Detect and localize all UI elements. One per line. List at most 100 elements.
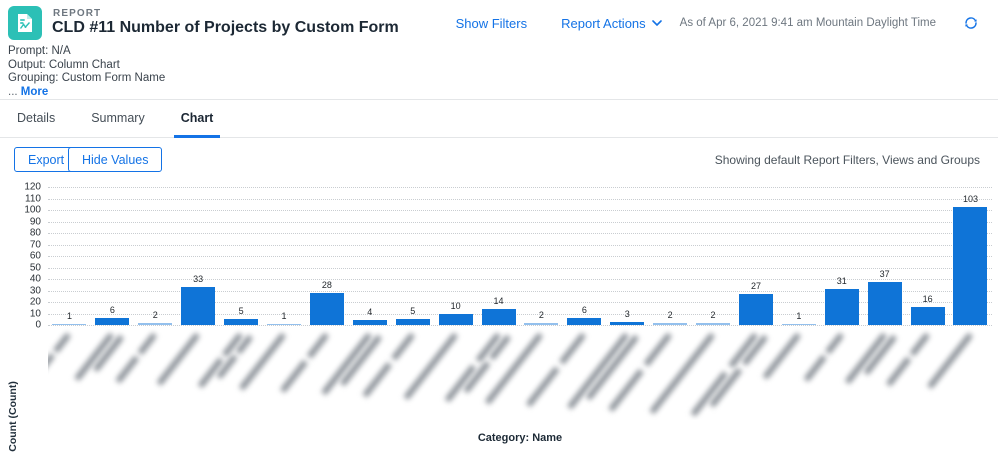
blurred-category-label [156, 332, 201, 387]
bar-slot: 28 [305, 187, 348, 325]
y-tick-label: 80 [29, 227, 41, 239]
bar-slot: 31 [820, 187, 863, 325]
bar-value-label: 28 [321, 279, 332, 290]
bar-slot: 1 [263, 187, 306, 325]
bar-value-label: 1 [66, 310, 72, 321]
bar[interactable] [52, 323, 87, 325]
y-tick-label: 70 [29, 239, 41, 250]
export-button[interactable]: Export [14, 147, 79, 172]
document-chart-icon [18, 14, 32, 32]
blurred-category-label [585, 334, 640, 401]
bar-slot: 16 [906, 187, 949, 325]
bar-value-label: 4 [367, 307, 373, 318]
gridline [48, 290, 992, 292]
gridline [48, 187, 992, 188]
gridline [48, 221, 992, 223]
bar[interactable] [481, 308, 516, 325]
header-actions: Show Filters Report Actions As of Apr 6,… [456, 12, 980, 34]
y-tick-label: 120 [24, 181, 41, 193]
bar-value-label: 37 [879, 269, 890, 280]
bar[interactable] [910, 306, 945, 325]
bar-slot: 33 [177, 187, 220, 325]
bar[interactable] [224, 319, 259, 325]
bar[interactable] [438, 313, 473, 325]
bar-value-label: 103 [962, 193, 978, 204]
bar-slot: 3 [606, 187, 649, 325]
blurred-category-label [708, 334, 769, 408]
meta-grouping: Grouping: Custom Form Name [8, 72, 166, 84]
bar[interactable] [138, 322, 173, 325]
blurred-category-label [48, 332, 72, 380]
y-tick-label: 0 [35, 319, 41, 331]
x-axis-labels-blurred [48, 327, 992, 420]
column-chart: Record Count (Count) 0 10 20 30 40 50 60 70 80 90… [0, 180, 998, 453]
gridline [48, 279, 992, 280]
bar[interactable] [953, 206, 988, 325]
bar[interactable] [567, 318, 602, 325]
report-type-icon [8, 6, 42, 40]
bar-slot: 2 [520, 187, 563, 325]
y-tick-label: 90 [29, 216, 41, 227]
blurred-category-label [762, 332, 802, 380]
tab-details[interactable]: Details [17, 110, 56, 125]
bar-slot: 2 [649, 187, 692, 325]
bar-slot: 5 [220, 187, 263, 325]
filters-status-text: Showing default Report Filters, Views an… [714, 153, 980, 167]
plot-area: 1 6 2 33 5 1 28 4 5 10 14 2 6 3 2 2 27 1 31 37 16 103 [48, 187, 992, 326]
bar-slot: 6 [91, 187, 134, 325]
bar-value-label: 2 [538, 309, 544, 320]
refresh-icon[interactable] [962, 14, 980, 32]
y-tick-label: 50 [29, 262, 41, 273]
bar-slot: 10 [434, 187, 477, 325]
bar-value-label: 5 [238, 306, 244, 317]
tab-summary[interactable]: Summary [91, 110, 145, 125]
bar-value-label: 10 [450, 300, 461, 311]
blurred-category-label [320, 332, 373, 396]
more-link[interactable]: More [20, 85, 49, 98]
gridline [48, 256, 992, 257]
x-axis-title: Category: Name [477, 432, 563, 444]
bar-value-label: 33 [193, 274, 204, 285]
more-ellipsis: ... [8, 85, 18, 98]
bars-container: 1 6 2 33 5 1 28 4 5 10 14 2 6 3 2 2 27 1 31 37 16 103 [48, 187, 992, 325]
bar[interactable] [867, 282, 902, 325]
blurred-category-label [803, 332, 845, 383]
bar-slot: 5 [391, 187, 434, 325]
report-kicker-label: REPORT [53, 8, 102, 19]
bar-value-label: 2 [710, 309, 716, 320]
show-filters-link[interactable]: Show Filters [455, 15, 528, 31]
bar[interactable] [352, 320, 387, 325]
bar-value-label: 14 [493, 295, 504, 306]
tab-chart[interactable]: Chart [173, 100, 221, 138]
bar[interactable] [524, 322, 559, 325]
y-axis-ticks: 0 10 20 30 40 50 60 70 80 90 100 110 120 [0, 182, 44, 331]
bar-value-label: 1 [796, 310, 802, 321]
bar[interactable] [95, 318, 130, 325]
bar[interactable] [610, 321, 645, 325]
report-actions-label: Report Actions [561, 15, 646, 31]
report-actions-menu[interactable]: Report Actions [561, 16, 662, 31]
bar[interactable] [781, 323, 816, 325]
bar[interactable] [696, 322, 731, 325]
bar-value-label: 6 [109, 305, 115, 316]
bar-value-label: 5 [410, 306, 416, 317]
bar[interactable] [181, 287, 216, 325]
bar[interactable] [824, 289, 859, 325]
bar[interactable] [266, 323, 301, 325]
bar-slot: 37 [863, 187, 906, 325]
bar[interactable] [653, 322, 688, 325]
bar-value-label: 2 [667, 309, 673, 320]
bar[interactable] [738, 293, 773, 325]
y-tick-label: 100 [24, 204, 41, 216]
bar[interactable] [395, 319, 430, 325]
bar[interactable] [309, 292, 344, 325]
blurred-category-label [926, 332, 973, 390]
gridline [48, 233, 992, 234]
as-of-timestamp: As of Apr 6, 2021 9:41 am Mountain Dayli… [679, 17, 936, 29]
gridline [48, 302, 992, 303]
bar-slot: 14 [477, 187, 520, 325]
page-title: CLD #11 Number of Projects by Custom For… [52, 19, 399, 36]
hide-values-button[interactable]: Hide Values [68, 147, 163, 172]
y-tick-label: 10 [29, 308, 41, 319]
gridline [48, 244, 992, 246]
